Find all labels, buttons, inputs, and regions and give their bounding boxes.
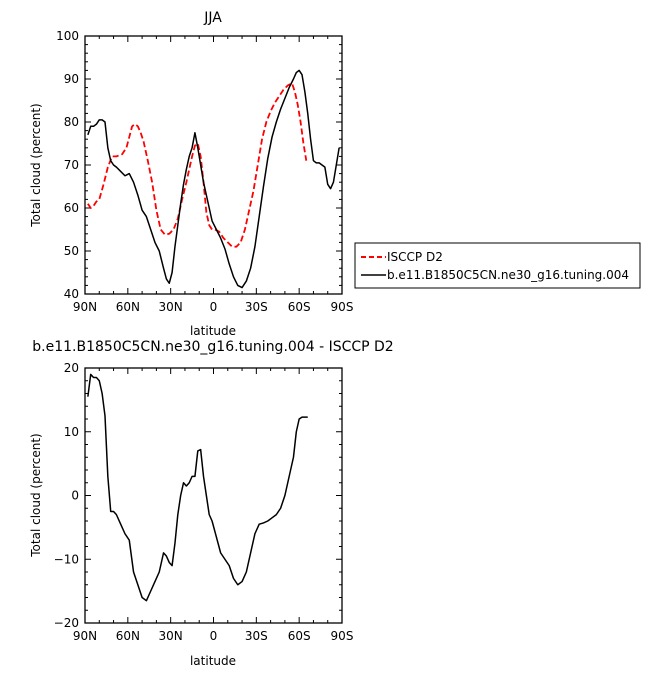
top-x-tick-label: 90S	[331, 300, 354, 314]
legend-label-model: b.e11.B1850C5CN.ne30_g16.tuning.004	[387, 268, 629, 282]
top-series-line-1	[87, 69, 340, 289]
bottom-x-tick-label: 60N	[116, 629, 140, 643]
bottom-x-tick-label: 60S	[288, 629, 311, 643]
legend: ISCCP D2 b.e11.B1850C5CN.ne30_g16.tuning…	[354, 242, 641, 289]
top-plot-frame	[84, 35, 343, 295]
bottom-y-axis-label: Total cloud (percent)	[29, 433, 43, 557]
bottom-plot-frame	[84, 367, 343, 624]
top-x-tick-label: 0	[210, 300, 218, 314]
top-y-tick-label: 90	[64, 72, 79, 86]
top-x-axis-label: latitude	[190, 324, 236, 338]
bottom-x-tick-label: 90N	[73, 629, 97, 643]
top-x-tick-label: 60N	[116, 300, 140, 314]
legend-label-isccp: ISCCP D2	[387, 250, 443, 264]
top-chart-title: JJA	[203, 10, 222, 26]
bottom-y-tick-label: −10	[54, 552, 79, 566]
top-y-tick-label: 70	[64, 158, 79, 172]
top-series-line-0	[87, 82, 308, 248]
top-x-tick-label: 30N	[159, 300, 183, 314]
top-panel: JJA 90N 60N 30N 0 30S 60S 90S 40 50 60 70 80 90 100 T…	[29, 10, 641, 338]
top-y-tick-label: 100	[56, 29, 79, 43]
top-y-tick-label: 50	[64, 244, 79, 258]
bottom-x-tick-label: 30S	[245, 629, 268, 643]
bottom-y-tick-label: −20	[54, 616, 79, 630]
bottom-series-line-0	[87, 373, 308, 602]
legend-box	[354, 242, 641, 289]
bottom-x-tick-label: 30N	[159, 629, 183, 643]
bottom-x-axis-label: latitude	[190, 654, 236, 668]
top-plot-area: 90N 60N 30N 0 30S 60S 90S 40 50 60 70 80 90 100	[56, 29, 353, 314]
top-y-axis-label: Total cloud (percent)	[29, 103, 43, 227]
top-y-tick-label: 40	[64, 287, 79, 301]
bottom-x-tick-label: 90S	[331, 629, 354, 643]
bottom-chart-title: b.e11.B1850C5CN.ne30_g16.tuning.004 - IS…	[32, 339, 393, 355]
top-y-tick-label: 60	[64, 201, 79, 215]
top-y-tick-label: 80	[64, 115, 79, 129]
bottom-y-tick-label: 10	[64, 425, 79, 439]
top-x-tick-label: 90N	[73, 300, 97, 314]
bottom-y-tick-label: 0	[71, 489, 79, 503]
top-x-tick-label: 60S	[288, 300, 311, 314]
bottom-panel: b.e11.B1850C5CN.ne30_g16.tuning.004 - IS…	[29, 339, 394, 668]
bottom-plot-area: 90N 60N 30N 0 30S 60S 90S −20 −10 0 10 20	[54, 361, 354, 643]
bottom-x-tick-label: 0	[210, 629, 218, 643]
top-x-tick-label: 30S	[245, 300, 268, 314]
bottom-y-tick-label: 20	[64, 361, 79, 375]
